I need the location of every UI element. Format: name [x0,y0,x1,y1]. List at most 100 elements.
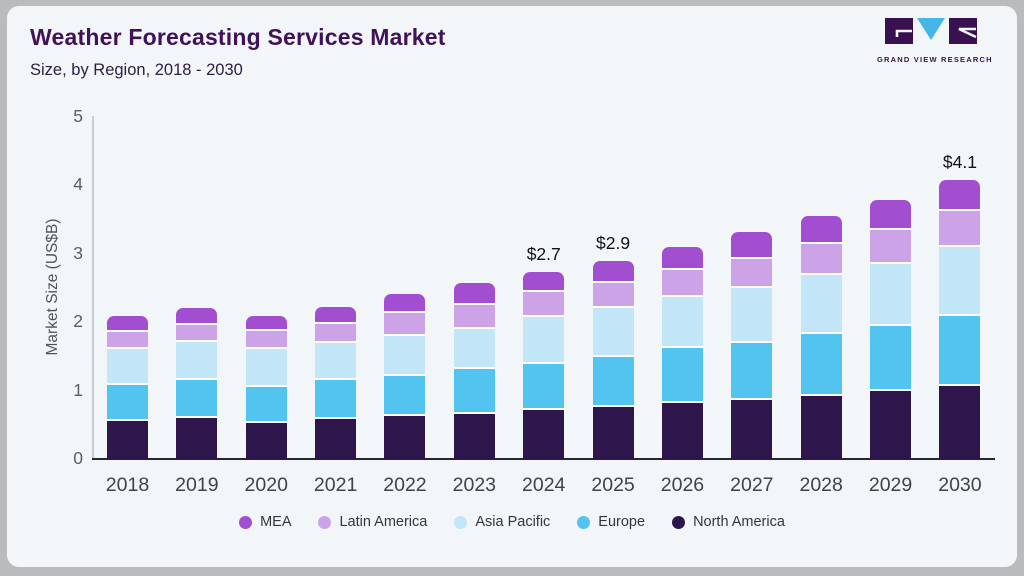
bar-segment-latin-america [384,311,426,334]
bar-segment-latin-america [939,209,981,245]
bar-segment-mea [384,294,426,311]
bar-segment-europe [315,378,357,417]
legend-label: Europe [598,514,646,530]
x-tick-label: 2026 [660,474,705,496]
x-axis-line [92,458,995,460]
legend-label: North America [693,514,785,530]
bar-segment-north-america [315,417,357,459]
bar-segment-north-america [731,398,773,459]
x-tick-label: 2029 [868,474,913,496]
bar-segment-asia-pacific [939,245,981,314]
gvr-logo-text: GRAND VIEW RESEARCH [877,55,993,64]
header: Weather Forecasting Services Market Size… [30,24,446,80]
bar-segment-mea [245,316,287,329]
y-tick-label: 2 [73,311,83,331]
x-tick-label: 2021 [313,474,358,496]
legend-swatch [577,515,591,529]
y-tick-label: 4 [73,174,83,194]
bar-segment-north-america [453,412,495,459]
legend-label: MEA [260,514,292,530]
bar-segment-asia-pacific [384,334,426,374]
legend-item-europe: Europe [577,514,645,530]
bar-segment-north-america [384,414,426,459]
y-axis-line [92,116,94,459]
bar-2020 [245,316,287,459]
x-tick-label: 2028 [799,474,843,496]
bar-segment-mea [870,200,912,228]
bar-total-label: $4.1 [942,152,977,172]
bar-segment-europe [592,355,634,405]
bar-2021 [315,307,357,459]
bar-segment-mea [315,307,357,322]
bar-total-label: $2.7 [526,244,561,264]
bar-segment-mea [661,247,703,268]
bar-2025 [592,261,634,459]
bar-segment-north-america [523,408,565,459]
x-tick-label: 2020 [244,474,288,496]
x-tick-label: 2027 [730,474,774,496]
bar-segment-asia-pacific [107,347,148,383]
page-title: Weather Forecasting Services Market [30,24,446,50]
legend-swatch [454,515,468,529]
bar-segment-latin-america [523,290,565,315]
legend-item-latin-america: Latin America [318,514,427,530]
bar-segment-north-america [107,419,148,459]
legend-label: Asia Pacific [475,514,551,530]
bar-segment-mea [731,232,773,257]
bar-2027 [731,232,773,459]
bar-segment-latin-america [245,329,287,347]
bar-segment-mea [592,261,634,281]
bar-segment-europe [870,324,912,389]
x-tick-label: 2023 [452,474,497,496]
bar-2029 [870,200,912,459]
x-tick-label: 2024 [522,474,566,496]
bar-segment-latin-america [661,268,703,295]
bar-segment-europe [107,383,148,419]
bar-total-label: $2.9 [596,233,631,253]
bar-segment-europe [176,378,218,416]
x-tick-label: 2030 [938,474,982,496]
bar-segment-asia-pacific [453,327,495,367]
x-tick-label: 2025 [591,474,635,496]
y-tick-label: 0 [73,448,83,468]
bar-segment-latin-america [176,323,218,340]
bar-segment-asia-pacific [592,306,634,355]
gvr-logo: GRAND VIEW RESEARCH [877,16,993,64]
page-subtitle: Size, by Region, 2018 - 2030 [30,61,243,79]
bar-segment-mea [800,216,842,242]
bar-segment-europe [245,385,287,421]
bar-segment-asia-pacific [315,341,357,378]
bar-segment-asia-pacific [176,340,218,378]
bar-segment-europe [661,346,703,401]
legend-item-mea: MEA [239,514,291,530]
bar-segment-asia-pacific [661,295,703,346]
legend-swatch [239,515,253,529]
bar-segment-europe [384,374,426,414]
y-tick-label: 5 [73,105,83,126]
legend-item-north-america: North America [672,514,785,530]
bar-segment-north-america [592,405,634,459]
bar-segment-asia-pacific [800,273,842,332]
bar-segment-north-america [176,416,218,459]
bar-segment-north-america [939,384,981,459]
bar-segment-latin-america [107,330,148,347]
bar-segment-mea [453,283,495,303]
bar-segment-latin-america [731,257,773,286]
bar-segment-europe [731,341,773,398]
bar-segment-north-america [245,421,287,459]
bar-segment-asia-pacific [731,286,773,341]
bar-2022 [384,294,426,459]
gvr-logo-icon [885,18,977,44]
legend-item-asia-pacific: Asia Pacific [454,514,550,530]
bar-2024 [523,272,565,459]
chart-card: Weather Forecasting Services Market Size… [7,6,1017,567]
legend-swatch [672,515,686,529]
bar-segment-europe [800,332,842,394]
bar-segment-latin-america [870,228,912,262]
bar-2019 [176,308,218,459]
bar-segment-north-america [870,389,912,459]
bar-segment-mea [176,308,218,323]
bar-segment-europe [523,362,565,408]
x-tick-label: 2018 [105,474,150,496]
